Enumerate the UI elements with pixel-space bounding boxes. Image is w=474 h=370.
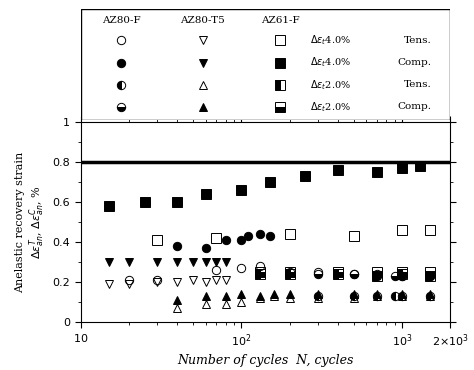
Text: Comp.: Comp. <box>398 58 432 67</box>
Text: $\Delta\varepsilon_t$4.0%: $\Delta\varepsilon_t$4.0% <box>310 33 351 47</box>
Text: $\Delta\varepsilon_t$2.0%: $\Delta\varepsilon_t$2.0% <box>310 78 351 92</box>
Text: $\Delta\varepsilon_t$4.0%: $\Delta\varepsilon_t$4.0% <box>310 56 351 70</box>
Text: AZ80-F: AZ80-F <box>102 16 141 25</box>
X-axis label: Number of cycles  N, cycles: Number of cycles N, cycles <box>177 354 354 367</box>
Text: Tens.: Tens. <box>404 36 432 45</box>
Text: Comp.: Comp. <box>398 102 432 111</box>
Y-axis label: Anelastic recovery strain
$\Delta\varepsilon_{an}^T$, $\Delta\varepsilon_{an}^C$: Anelastic recovery strain $\Delta\vareps… <box>15 151 47 293</box>
Text: AZ80-T5: AZ80-T5 <box>180 16 225 25</box>
Text: $\Delta\varepsilon_t$2.0%: $\Delta\varepsilon_t$2.0% <box>310 100 351 114</box>
Text: AZ61-F: AZ61-F <box>261 16 300 25</box>
Text: Tens.: Tens. <box>404 80 432 89</box>
